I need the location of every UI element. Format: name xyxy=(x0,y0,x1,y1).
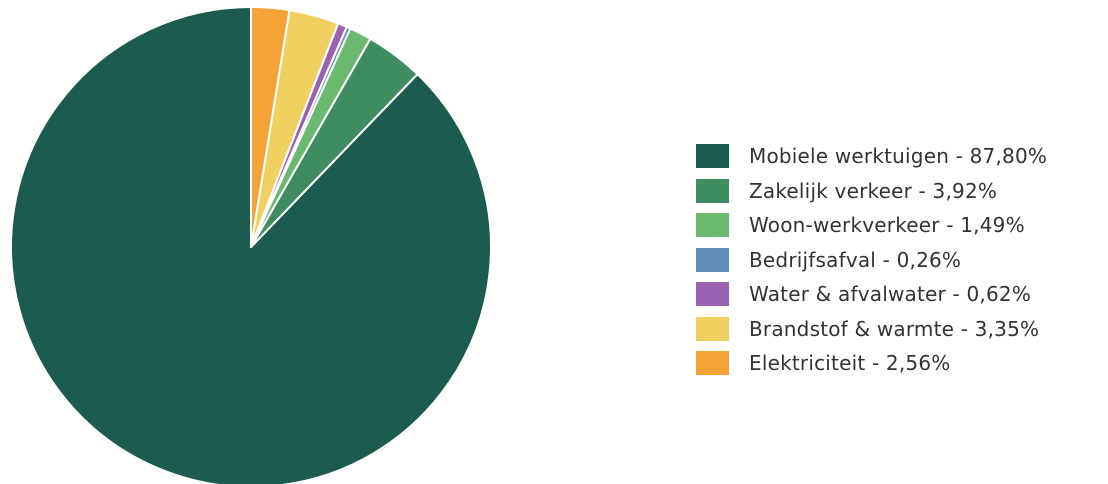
pie-slice-0 xyxy=(10,6,492,484)
legend-item: Bedrijfsafval - 0,26% xyxy=(696,243,1047,278)
legend-swatch xyxy=(696,144,729,169)
legend-label: Mobiele werktuigen - 87,80% xyxy=(749,144,1048,169)
legend-swatch xyxy=(696,247,729,272)
legend-item: Elektriciteit - 2,56% xyxy=(696,346,1047,381)
legend-item: Water & afvalwater - 0,62% xyxy=(696,277,1047,312)
legend-swatch xyxy=(696,316,729,341)
legend-label: Elektriciteit - 2,56% xyxy=(749,351,951,376)
legend-swatch xyxy=(696,213,729,238)
legend-item: Zakelijk verkeer - 3,92% xyxy=(696,174,1047,209)
legend-item: Brandstof & warmte - 3,35% xyxy=(696,312,1047,347)
chart-legend: Mobiele werktuigen - 87,80% Zakelijk verk… xyxy=(696,139,1047,381)
legend-label: Brandstof & warmte - 3,35% xyxy=(749,316,1040,341)
legend-item: Mobiele werktuigen - 87,80% xyxy=(696,139,1047,174)
legend-swatch xyxy=(696,351,729,376)
legend-swatch xyxy=(696,282,729,307)
pie-slice-6 xyxy=(250,6,291,248)
pie-slices xyxy=(10,6,492,484)
legend-swatch xyxy=(696,178,729,203)
legend-label: Water & afvalwater - 0,62% xyxy=(749,282,1032,307)
legend-item: Woon-werkverkeer - 1,49% xyxy=(696,208,1047,243)
legend-label: Zakelijk verkeer - 3,92% xyxy=(749,178,998,203)
legend-label: Bedrijfsafval - 0,26% xyxy=(749,247,962,272)
legend-label: Woon-werkverkeer - 1,49% xyxy=(749,213,1025,238)
